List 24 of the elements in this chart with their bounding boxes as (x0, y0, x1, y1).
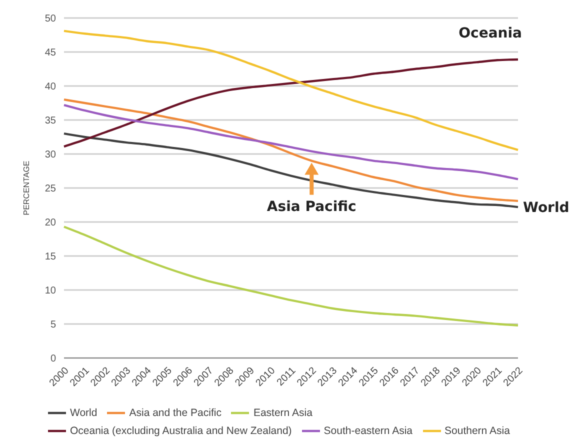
y-tick-label: 35 (44, 116, 56, 127)
y-tick-label: 25 (44, 184, 56, 195)
line-series (62, 58, 520, 148)
legend-label: Oceania (excluding Australia and New Zealand) (70, 424, 292, 437)
annotation: Asia Pacific (266, 198, 356, 215)
y-tick-label: 10 (44, 286, 56, 297)
line-series (62, 104, 520, 180)
legend-label: World (70, 406, 98, 419)
legend-label: Southern Asia (444, 424, 510, 437)
annotation: Oceania (458, 25, 522, 42)
annotation: World (523, 200, 570, 216)
y-tick-label: 20 (44, 218, 56, 229)
y-tick-label: 45 (44, 48, 56, 59)
legend-label: Eastern Asia (253, 406, 312, 419)
y-axis-title: PERCENTAGE (22, 160, 31, 216)
y-tick-label: 0 (50, 354, 56, 365)
line-series (62, 226, 520, 326)
y-tick-label: 30 (44, 150, 56, 161)
y-tick-label: 50 (44, 14, 56, 25)
y-tick-label: 40 (44, 82, 56, 93)
y-tick-label: 15 (44, 252, 56, 263)
legend-label: South-eastern Asia (324, 424, 413, 437)
legend-label: Asia and the Pacific (129, 406, 222, 419)
y-tick-label: 5 (50, 320, 56, 331)
